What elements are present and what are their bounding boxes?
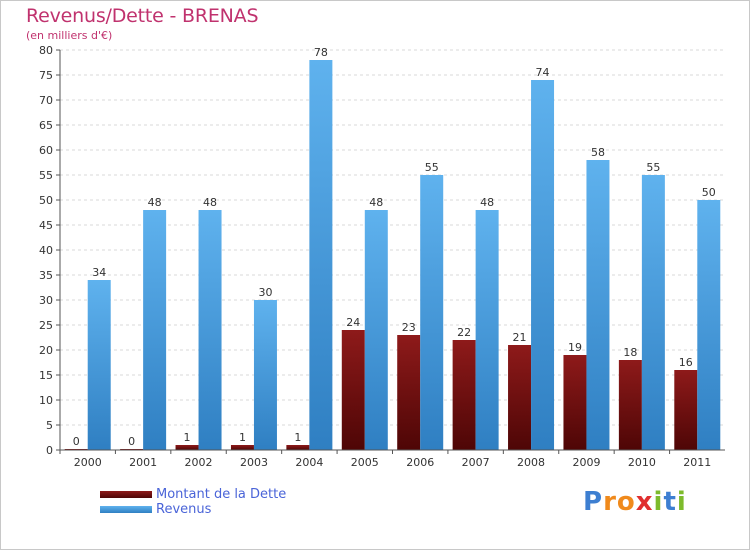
x-tick-label: 2004 — [295, 456, 323, 469]
bar-debt — [286, 445, 310, 450]
legend-item-revenus: Revenus — [100, 502, 286, 517]
x-tick-label: 2000 — [74, 456, 102, 469]
y-tick-label: 30 — [39, 294, 53, 307]
bar-debt — [563, 355, 587, 450]
y-tick-label: 25 — [39, 319, 53, 332]
y-tick-label: 80 — [39, 44, 53, 57]
y-tick-label: 60 — [39, 144, 53, 157]
bar-revenus — [420, 175, 444, 450]
value-label: 0 — [73, 435, 80, 448]
x-tick-label: 2008 — [517, 456, 545, 469]
x-tick-label: 2003 — [240, 456, 268, 469]
logo-letter: x — [635, 487, 654, 517]
logo-letter: P — [583, 487, 604, 517]
x-tick-label: 2002 — [185, 456, 213, 469]
value-label: 55 — [646, 161, 660, 174]
bar-debt — [452, 340, 476, 450]
y-tick-label: 40 — [39, 244, 53, 257]
legend-label-debt: Montant de la Dette — [156, 487, 287, 502]
y-tick-label: 15 — [39, 369, 53, 382]
x-tick-label: 2010 — [628, 456, 656, 469]
legend: Montant de la Dette Revenus — [100, 487, 286, 517]
bar-debt — [230, 445, 254, 450]
logo-letter: i — [653, 487, 664, 517]
y-tick-label: 55 — [39, 169, 53, 182]
value-label: 0 — [128, 435, 135, 448]
bar-revenus — [586, 160, 610, 450]
y-tick-label: 65 — [39, 119, 53, 132]
grid — [60, 49, 725, 451]
x-tick-label: 2001 — [129, 456, 157, 469]
proxiti-logo: Proxiti — [583, 487, 687, 517]
value-label: 48 — [148, 196, 162, 209]
value-label: 22 — [457, 326, 471, 339]
bar-debt — [674, 370, 698, 450]
bar-revenus — [143, 210, 167, 450]
chart-title: Revenus/Dette - BRENAS — [26, 5, 259, 27]
bar-revenus — [531, 80, 555, 450]
value-label: 50 — [702, 186, 716, 199]
value-label: 24 — [346, 316, 360, 329]
value-label: 16 — [679, 356, 693, 369]
value-label: 23 — [402, 321, 416, 334]
value-label: 1 — [184, 431, 191, 444]
x-tick-label: 2009 — [572, 456, 600, 469]
value-label: 55 — [425, 161, 439, 174]
y-tick-label: 20 — [39, 344, 53, 357]
x-tick-label: 2005 — [351, 456, 379, 469]
value-label: 34 — [92, 266, 106, 279]
logo-letter: t — [663, 487, 677, 517]
bar-revenus — [641, 175, 665, 450]
bar-debt — [508, 345, 532, 450]
value-label: 19 — [568, 341, 582, 354]
y-tick-label: 5 — [46, 419, 53, 432]
x-tick-label: 2011 — [683, 456, 711, 469]
logo-letter: i — [676, 487, 687, 517]
y-tick-label: 75 — [39, 69, 53, 82]
value-label: 48 — [480, 196, 494, 209]
chart-subtitle: (en milliers d'€) — [26, 29, 113, 42]
bar-revenus — [364, 210, 388, 450]
bar-debt — [618, 360, 642, 450]
bar-revenus — [198, 210, 222, 450]
y-tick-label: 10 — [39, 394, 53, 407]
y-tick-label: 35 — [39, 269, 53, 282]
bars — [64, 60, 721, 450]
legend-swatch-revenus — [100, 506, 152, 513]
bar-revenus — [697, 200, 721, 450]
y-tick-label: 45 — [39, 219, 53, 232]
logo-letter: r — [603, 487, 617, 517]
value-label: 21 — [513, 331, 527, 344]
x-tick-label: 2007 — [462, 456, 490, 469]
bar-revenus — [309, 60, 333, 450]
value-label: 58 — [591, 146, 605, 159]
value-label: 48 — [203, 196, 217, 209]
y-tick-label: 50 — [39, 194, 53, 207]
legend-swatch-debt — [100, 491, 152, 498]
value-label: 18 — [623, 346, 637, 359]
bar-debt — [397, 335, 421, 450]
legend-item-debt: Montant de la Dette — [100, 487, 286, 502]
bar-debt — [341, 330, 365, 450]
y-tick-label: 0 — [46, 444, 53, 457]
bar-revenus — [475, 210, 499, 450]
value-label: 78 — [314, 46, 328, 59]
value-label: 30 — [258, 286, 272, 299]
x-tick-label: 2006 — [406, 456, 434, 469]
value-label: 1 — [294, 431, 301, 444]
value-label: 1 — [239, 431, 246, 444]
bar-revenus — [87, 280, 111, 450]
y-tick-label: 70 — [39, 94, 53, 107]
bar-debt — [175, 445, 199, 450]
value-label: 48 — [369, 196, 383, 209]
value-label: 74 — [536, 66, 550, 79]
bar-revenus — [253, 300, 277, 450]
legend-label-revenus: Revenus — [156, 502, 212, 517]
value-labels: 0 34 0 48 1 48 1 30 1 78 24 48 23 55 22 48 21 74 19 58 18 55 1… — [73, 46, 716, 448]
logo-letter: o — [616, 487, 636, 517]
